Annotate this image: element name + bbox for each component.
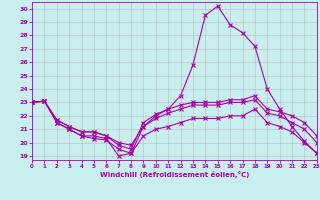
X-axis label: Windchill (Refroidissement éolien,°C): Windchill (Refroidissement éolien,°C) — [100, 171, 249, 178]
